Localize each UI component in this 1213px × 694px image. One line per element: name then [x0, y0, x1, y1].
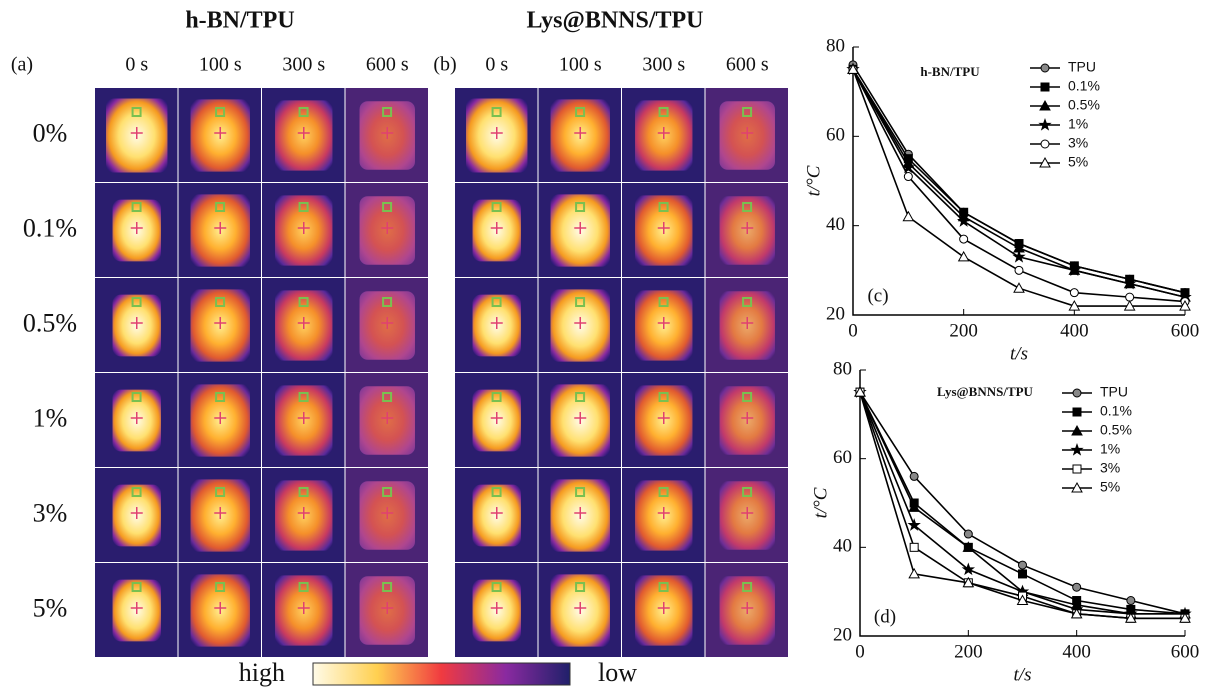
time-label: 300 s	[282, 54, 325, 76]
legend-label: 0.1%	[1100, 403, 1132, 419]
colorbar-label: high	[239, 658, 285, 687]
colorbar	[313, 663, 570, 685]
legend-marker	[1073, 408, 1081, 416]
line	[860, 392, 1185, 614]
y-tick-label: 80	[833, 358, 852, 379]
point	[1014, 283, 1024, 292]
legend-label: 1%	[1100, 441, 1120, 457]
content-label: 0.1%	[23, 213, 77, 242]
x-tick-label: 200	[954, 641, 983, 662]
legend-label: 0.1%	[1068, 78, 1100, 94]
point	[1019, 570, 1027, 578]
panel-title: Lys@BNNS/TPU	[526, 8, 703, 34]
x-tick-label: 600	[1171, 320, 1200, 341]
y-tick-label: 40	[833, 536, 852, 557]
panel-label: (c)	[867, 285, 888, 306]
point	[1014, 251, 1024, 261]
x-tick-label: 400	[1062, 641, 1091, 662]
y-tick-label: 40	[826, 214, 845, 235]
legend-label: 0.5%	[1068, 97, 1100, 113]
legend-label: TPU	[1100, 384, 1128, 400]
legend-marker	[1073, 465, 1081, 473]
colorbar-label: low	[598, 658, 637, 687]
x-axis-label: t/s	[1010, 343, 1028, 364]
line	[860, 392, 1185, 618]
legend-label: 3%	[1068, 135, 1088, 151]
time-label: 600 s	[366, 54, 409, 76]
point	[1126, 293, 1134, 301]
x-tick-label: 0	[855, 641, 865, 662]
legend-marker	[1040, 120, 1050, 130]
time-label: 0 s	[125, 54, 148, 76]
legend-label: 5%	[1068, 154, 1088, 170]
y-tick-label: 20	[833, 624, 852, 645]
content-label: 0%	[33, 118, 68, 147]
point	[909, 569, 919, 578]
legend-marker	[1041, 83, 1049, 91]
time-label: 100 s	[199, 54, 242, 76]
legend-marker	[1073, 389, 1081, 397]
line	[853, 69, 1185, 297]
y-tick-label: 60	[826, 125, 845, 146]
chart-title: h-BN/TPU	[920, 64, 980, 79]
point	[1015, 266, 1023, 274]
legend-label: TPU	[1068, 59, 1096, 75]
line	[860, 392, 1185, 614]
y-axis-label: t/°C	[810, 487, 831, 518]
point	[1019, 561, 1027, 569]
legend-marker	[1072, 445, 1082, 455]
content-label: 1%	[33, 403, 68, 432]
point	[904, 173, 912, 181]
y-axis-label: t/°C	[803, 165, 824, 196]
legend-label: 5%	[1100, 479, 1120, 495]
x-axis-label: t/s	[1014, 664, 1032, 685]
y-tick-label: 60	[833, 447, 852, 468]
point	[903, 212, 913, 221]
point	[910, 543, 918, 551]
x-tick-label: 200	[949, 320, 978, 341]
point	[964, 530, 972, 538]
content-label: 5%	[33, 593, 68, 622]
chart-title: Lys@BNNS/TPU	[937, 384, 1034, 399]
point	[1070, 289, 1078, 297]
content-label: 0.5%	[23, 308, 77, 337]
time-label: 600 s	[726, 54, 769, 76]
line	[860, 392, 1185, 614]
x-tick-label: 600	[1171, 641, 1200, 662]
figure: h-BN/TPU Lys@BNNS/TPU (a) (b) high low 0…	[0, 0, 1213, 689]
x-tick-label: 400	[1060, 320, 1089, 341]
line	[853, 69, 1185, 297]
y-tick-label: 20	[826, 303, 845, 324]
time-label: 300 s	[642, 54, 685, 76]
time-label: 0 s	[485, 54, 508, 76]
legend-label: 3%	[1100, 460, 1120, 476]
point	[1127, 597, 1135, 605]
panel-label: (a)	[11, 54, 33, 76]
content-label: 3%	[33, 498, 68, 527]
x-tick-label: 0	[848, 320, 858, 341]
time-label: 100 s	[559, 54, 602, 76]
panel-label: (b)	[433, 54, 456, 76]
point	[959, 252, 969, 261]
legend-label: 1%	[1068, 116, 1088, 132]
line	[860, 392, 1185, 618]
panel-label: (d)	[874, 606, 896, 627]
point	[1073, 583, 1081, 591]
legend-label: 0.5%	[1100, 422, 1132, 438]
legend-marker	[1041, 140, 1049, 148]
point	[960, 235, 968, 243]
legend-marker	[1041, 64, 1049, 72]
point	[910, 472, 918, 480]
panel-title: h-BN/TPU	[185, 8, 294, 34]
y-tick-label: 80	[826, 35, 845, 56]
line	[860, 392, 1185, 614]
